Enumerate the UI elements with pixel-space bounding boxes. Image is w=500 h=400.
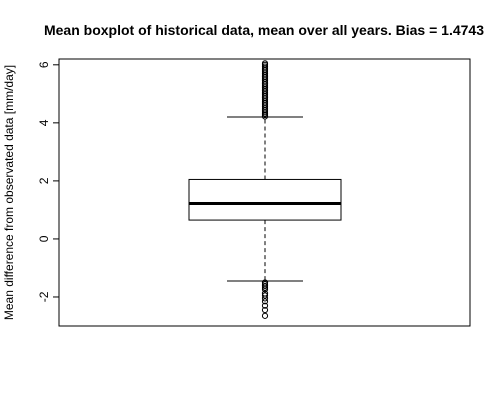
outliers <box>261 60 269 319</box>
outlier-point <box>261 302 269 309</box>
y-tick-label: 0 <box>37 235 51 242</box>
outlier-point <box>261 295 269 302</box>
y-axis: -2 0 2 4 6 <box>37 61 59 302</box>
outlier-point <box>261 284 269 291</box>
outlier-point <box>261 282 269 290</box>
outlier-point <box>261 306 269 314</box>
outlier-point <box>261 63 269 70</box>
chart-title: Mean boxplot of historical data, mean ov… <box>44 22 484 38</box>
outlier-point <box>261 312 269 319</box>
y-tick-label: 4 <box>37 119 51 126</box>
box-iqr <box>188 178 342 221</box>
outlier-point <box>261 292 269 299</box>
outlier-point <box>261 60 269 67</box>
y-tick-label: 2 <box>37 177 51 184</box>
outlier-point <box>261 298 269 305</box>
boxplot <box>188 116 342 282</box>
outlier-point <box>261 286 269 293</box>
y-tick-label: 6 <box>37 61 51 68</box>
y-tick-label: -2 <box>37 291 51 302</box>
plot-frame <box>58 58 471 327</box>
y-axis-label: Mean difference from observated data [mm… <box>2 65 16 320</box>
